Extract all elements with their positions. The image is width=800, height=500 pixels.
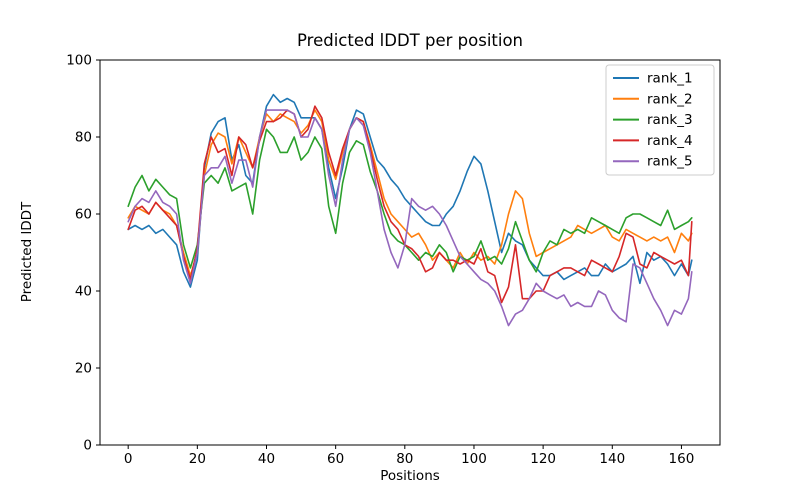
y-tick-label: 20 <box>75 361 92 377</box>
series-line-rank_5 <box>127 109 693 327</box>
x-tick-label: 60 <box>327 451 344 467</box>
series-line-rank_3 <box>127 128 693 273</box>
x-tick-label: 120 <box>530 451 556 467</box>
y-tick-label: 60 <box>75 207 92 223</box>
y-tick-label: 40 <box>75 284 92 300</box>
y-tick-label: 100 <box>66 53 92 69</box>
y-tick-label: 0 <box>83 438 92 454</box>
plot-border <box>99 59 721 446</box>
x-axis-label: Positions <box>380 468 440 484</box>
chart-title: Predicted lDDT per position <box>296 31 524 50</box>
x-tick-label: 20 <box>189 451 206 467</box>
x-tick-label: 40 <box>258 451 275 467</box>
legend-box <box>605 64 715 176</box>
series-line-rank_2 <box>127 109 693 277</box>
legend-label-rank_3: rank_3 <box>647 112 693 128</box>
x-tick-label: 160 <box>669 451 695 467</box>
series-line-rank_1 <box>127 93 693 288</box>
series-line-rank_4 <box>127 105 693 304</box>
y-tick-label: 80 <box>75 130 92 146</box>
x-tick-label: 140 <box>599 451 625 467</box>
x-tick-label: 80 <box>396 451 413 467</box>
x-tick-label: 100 <box>461 451 487 467</box>
legend-label-rank_4: rank_4 <box>647 133 693 149</box>
x-tick-label: 0 <box>124 451 133 467</box>
legend-label-rank_5: rank_5 <box>647 154 693 170</box>
legend-label-rank_1: rank_1 <box>647 71 693 87</box>
legend-label-rank_2: rank_2 <box>647 91 693 107</box>
